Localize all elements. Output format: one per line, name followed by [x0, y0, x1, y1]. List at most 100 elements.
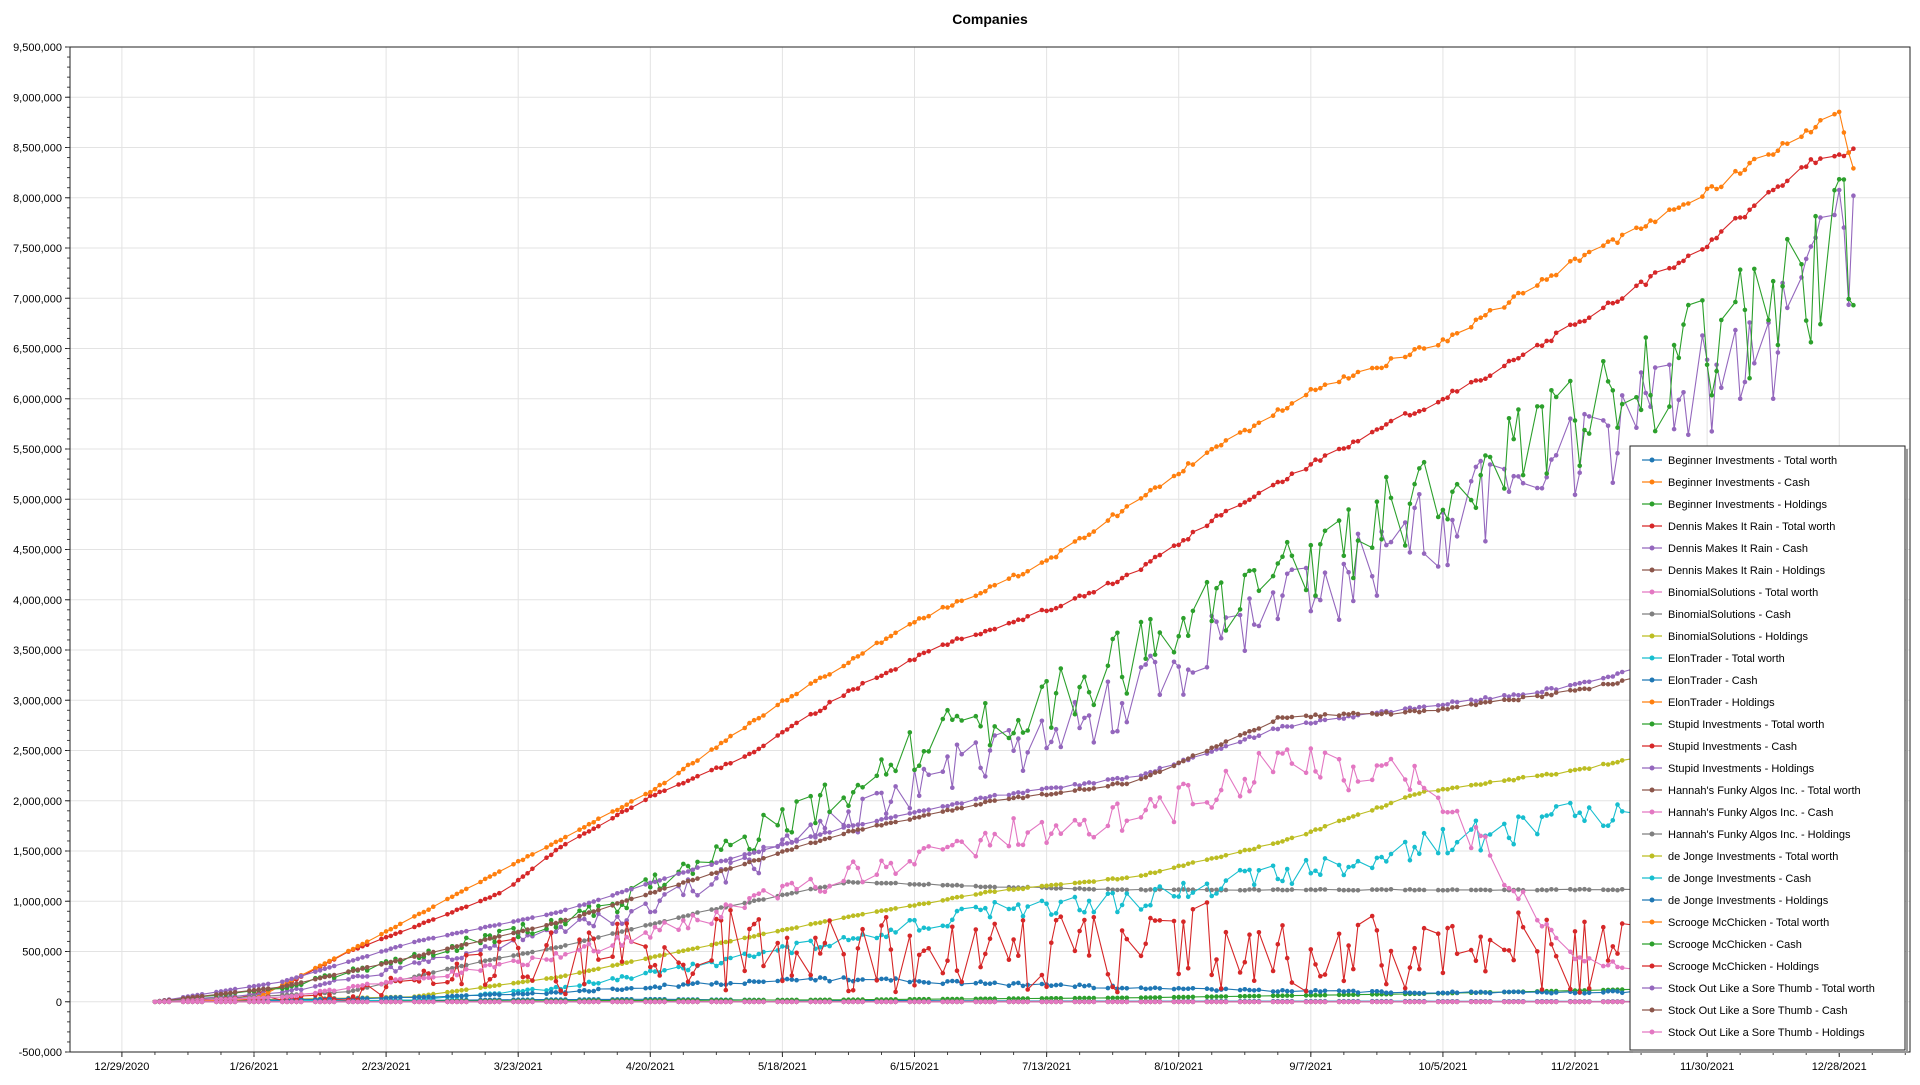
data-point — [426, 975, 431, 980]
data-point — [974, 981, 979, 986]
data-point — [464, 905, 469, 910]
data-point — [1507, 836, 1512, 841]
data-point — [1040, 982, 1045, 987]
data-point — [624, 935, 629, 940]
data-point — [926, 980, 931, 985]
data-point — [1021, 791, 1026, 796]
data-point — [827, 700, 832, 705]
data-point — [1106, 887, 1111, 892]
data-point — [1143, 493, 1148, 498]
data-point — [1224, 739, 1229, 744]
data-point — [318, 964, 323, 969]
data-point — [1710, 237, 1715, 242]
data-point — [299, 992, 304, 997]
data-point — [1280, 988, 1285, 993]
data-point — [691, 878, 696, 883]
data-point — [1422, 346, 1427, 351]
data-point — [950, 639, 955, 644]
data-point — [1304, 888, 1309, 893]
data-point — [747, 847, 752, 852]
data-point — [525, 951, 530, 956]
data-point — [610, 903, 615, 908]
data-point — [978, 979, 983, 984]
data-point — [587, 989, 592, 994]
data-point — [686, 913, 691, 918]
data-point — [323, 989, 328, 994]
data-point — [823, 830, 828, 835]
data-point — [648, 910, 653, 915]
data-point — [1158, 770, 1163, 775]
data-point — [1601, 887, 1606, 892]
data-point — [846, 880, 851, 885]
data-point — [398, 995, 403, 1000]
data-point — [1356, 888, 1361, 893]
data-point — [455, 908, 460, 913]
data-point — [1601, 990, 1606, 995]
data-point — [431, 904, 436, 909]
data-point — [1577, 955, 1582, 960]
data-point — [549, 958, 554, 963]
x-tick-label: 1/26/2021 — [230, 1061, 279, 1073]
data-point — [1379, 855, 1384, 860]
data-point — [893, 667, 898, 672]
data-point — [950, 883, 955, 888]
data-point — [1313, 962, 1318, 967]
data-point — [459, 930, 464, 935]
data-point — [1115, 801, 1120, 806]
data-point — [1521, 890, 1526, 895]
data-point — [497, 922, 502, 927]
data-point — [955, 806, 960, 811]
data-point — [516, 960, 521, 965]
data-point — [676, 965, 681, 970]
data-point — [974, 905, 979, 910]
data-point — [1483, 695, 1488, 700]
data-point — [643, 893, 648, 898]
data-point — [752, 850, 757, 855]
data-point — [1073, 949, 1078, 954]
data-point — [1469, 990, 1474, 995]
data-point — [1115, 631, 1120, 636]
data-point — [1747, 161, 1752, 166]
data-point — [691, 971, 696, 976]
data-point — [747, 852, 752, 857]
data-point — [1389, 540, 1394, 545]
data-point — [1021, 768, 1026, 773]
data-point — [808, 922, 813, 927]
data-point — [1370, 366, 1375, 371]
data-point — [714, 876, 719, 881]
data-point — [412, 914, 417, 919]
data-point — [1025, 987, 1030, 992]
data-point — [1016, 842, 1021, 847]
data-point — [1219, 986, 1224, 991]
data-point — [1611, 480, 1616, 485]
data-point — [1243, 960, 1248, 965]
data-point — [841, 832, 846, 837]
data-point — [1238, 740, 1243, 745]
data-point — [1087, 953, 1092, 958]
data-point — [351, 988, 356, 993]
data-point — [714, 844, 719, 849]
data-point — [1158, 795, 1163, 800]
data-point — [1011, 731, 1016, 736]
data-point — [757, 891, 762, 896]
data-point — [492, 992, 497, 997]
data-point — [1549, 773, 1554, 778]
data-point — [959, 752, 964, 757]
data-point — [1672, 265, 1677, 270]
data-point — [657, 953, 662, 958]
data-point — [393, 977, 398, 982]
data-point — [1337, 617, 1342, 622]
data-point — [346, 949, 351, 954]
data-point — [785, 833, 790, 838]
data-point — [577, 989, 582, 994]
data-point — [1252, 622, 1257, 627]
data-point — [790, 724, 795, 729]
data-point — [1587, 887, 1592, 892]
data-point — [1478, 990, 1483, 995]
y-axis: -500,0000500,0001,000,0001,500,0002,000,… — [13, 42, 70, 1059]
data-point — [398, 922, 403, 927]
data-point — [1153, 986, 1158, 991]
data-point — [1110, 730, 1115, 735]
data-point — [1573, 991, 1578, 996]
data-point — [1417, 791, 1422, 796]
